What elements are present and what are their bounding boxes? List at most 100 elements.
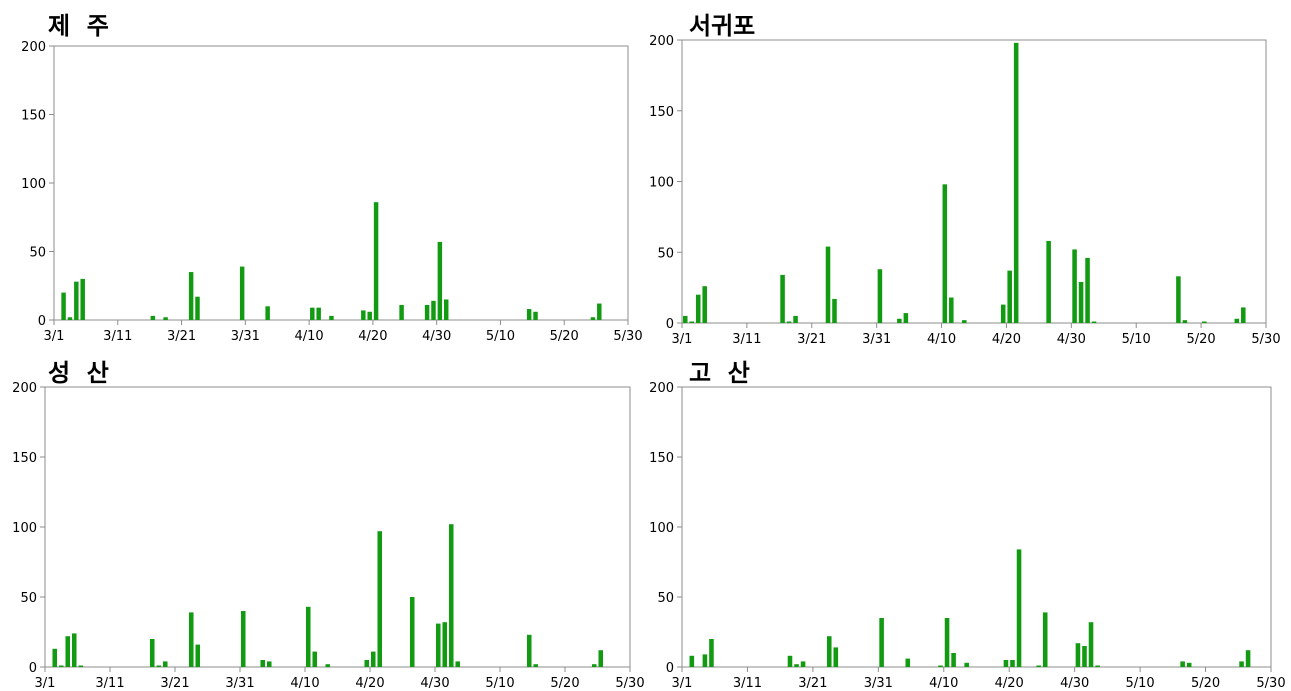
bar [964, 662, 969, 667]
bar [951, 653, 956, 667]
bar [260, 660, 266, 667]
x-tick-label: 3/31 [862, 332, 891, 347]
bar [312, 651, 318, 667]
chart-title: 고 산 [689, 359, 750, 387]
y-tick-label: 200 [649, 34, 674, 49]
x-tick-label: 4/20 [992, 332, 1021, 347]
bar [448, 524, 454, 667]
bar [938, 665, 943, 667]
bar [689, 321, 695, 323]
bar [961, 320, 967, 323]
bar [833, 647, 839, 667]
bar [367, 311, 372, 320]
bar [597, 303, 602, 320]
x-tick-label: 3/21 [167, 329, 196, 344]
bar [526, 309, 532, 320]
x-tick-label: 3/1 [672, 332, 693, 347]
y-tick-label: 50 [29, 246, 46, 261]
bar [1078, 281, 1084, 323]
bar [377, 531, 383, 667]
y-tick-label: 150 [12, 451, 37, 466]
y-tick-label: 150 [649, 451, 674, 466]
x-tick-label: 3/21 [160, 676, 189, 691]
y-tick-label: 200 [649, 381, 674, 396]
bar [67, 317, 73, 320]
bar [435, 623, 441, 667]
bar [373, 202, 379, 320]
bar [1016, 549, 1022, 667]
x-tick-label: 4/10 [290, 676, 319, 691]
x-tick-label: 4/20 [355, 676, 384, 691]
y-tick-label: 100 [649, 521, 674, 536]
bar [949, 297, 954, 323]
bar [188, 272, 194, 320]
bar [702, 286, 707, 323]
bar [329, 315, 334, 320]
bar [325, 664, 331, 667]
y-tick-label: 0 [29, 661, 37, 676]
bar [944, 618, 950, 667]
y-tick-label: 0 [666, 661, 674, 676]
bar [195, 296, 200, 320]
bar [832, 298, 837, 323]
chart-title: 성 산 [48, 359, 109, 387]
bar [905, 658, 911, 667]
bar [682, 315, 688, 323]
bar [1036, 665, 1041, 667]
bar [163, 317, 168, 320]
bar [879, 618, 884, 667]
bar [591, 664, 597, 667]
bar [780, 274, 785, 323]
y-tick-label: 0 [38, 314, 46, 329]
bar [1234, 318, 1240, 323]
bar-chart: 0 50 100 150 200 3/1 3/11 3/21 3/31 4/10 4/20 4/30 5… [649, 381, 1285, 691]
chart-title: 제 주 [48, 12, 109, 40]
bar [877, 269, 883, 323]
y-tick-label: 200 [21, 40, 46, 55]
x-tick-label: 5/30 [615, 676, 644, 691]
chart-panel-seogwipo: 서귀포 0 50 100 150 200 3/1 3/11 3/21 3/31 4/10 4/20 4… [645, 0, 1291, 347]
bar [156, 665, 162, 667]
bar [78, 665, 84, 667]
y-tick-label: 50 [20, 591, 37, 606]
x-tick-label: 5/20 [550, 676, 579, 691]
bar [1241, 307, 1246, 323]
x-tick-label: 5/30 [1251, 332, 1280, 347]
bar [74, 281, 79, 320]
x-tick-label: 5/20 [1187, 332, 1216, 347]
bar [162, 661, 168, 667]
bar [1180, 661, 1185, 667]
bar [195, 644, 201, 667]
y-tick-label: 200 [12, 381, 37, 396]
bar [305, 606, 311, 667]
x-tick-label: 3/31 [231, 329, 260, 344]
x-tick-label: 3/11 [733, 676, 762, 691]
bar [1082, 646, 1087, 667]
bar [65, 636, 71, 667]
bar [1075, 643, 1081, 667]
bar [533, 664, 539, 667]
bar [825, 246, 831, 323]
x-tick-label: 4/10 [295, 329, 324, 344]
bar [52, 648, 58, 667]
x-tick-label: 4/30 [420, 676, 449, 691]
bar [786, 321, 792, 323]
y-tick-label: 100 [21, 177, 46, 192]
x-tick-label: 4/20 [358, 329, 387, 344]
bar-chart: 0 50 100 150 200 3/1 3/11 3/21 3/31 4/10 4/20 4/30 5… [21, 40, 642, 344]
x-tick-label: 5/10 [1122, 332, 1151, 347]
bar [1042, 612, 1048, 667]
x-tick-label: 3/31 [225, 676, 254, 691]
plot-area [681, 386, 1272, 668]
x-tick-label: 3/11 [732, 332, 761, 347]
x-tick-label: 3/11 [95, 676, 124, 691]
x-tick-label: 4/20 [995, 676, 1024, 691]
x-tick-label: 4/30 [1057, 332, 1086, 347]
x-tick-label: 5/10 [485, 676, 514, 691]
bar [149, 639, 155, 667]
bar [61, 292, 66, 320]
bar [370, 651, 376, 667]
y-tick-label: 100 [12, 521, 37, 536]
bar [709, 639, 714, 667]
bar [316, 307, 321, 320]
